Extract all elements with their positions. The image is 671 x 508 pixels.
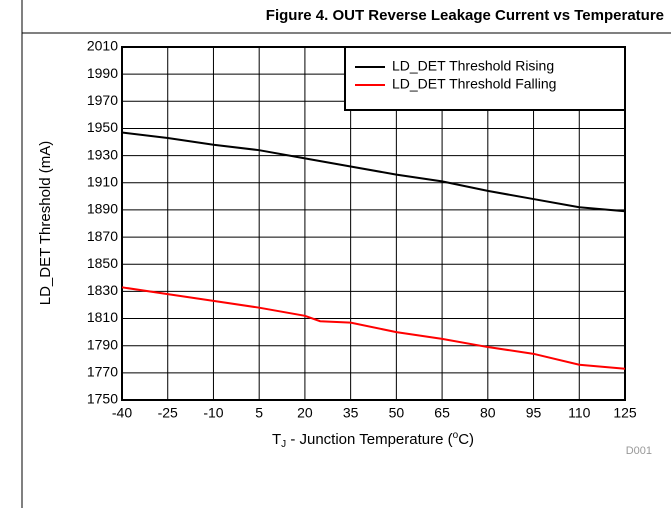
legend-label: LD_DET Threshold Rising — [392, 58, 554, 74]
y-tick-label: 1770 — [87, 364, 118, 380]
legend-label: LD_DET Threshold Falling — [392, 76, 556, 92]
data-line — [121, 131, 626, 213]
figure-code: D001 — [626, 445, 652, 457]
y-tick-label: 1870 — [87, 228, 118, 244]
y-tick-label: 1930 — [87, 146, 118, 162]
x-tick-label: 110 — [568, 405, 591, 421]
chart-title: Figure 4. OUT Reverse Leakage Current vs… — [266, 7, 664, 24]
x-tick-label: 50 — [389, 405, 405, 421]
x-label-part: C) — [458, 431, 474, 448]
y-tick-label: 1830 — [87, 282, 118, 298]
y-axis-label: LD_DET Threshold (mA) — [37, 141, 54, 306]
y-tick-label: 1790 — [87, 336, 118, 352]
x-tick-label: 35 — [343, 405, 359, 421]
legend-box — [344, 46, 626, 111]
x-label-sub: J — [281, 439, 286, 450]
y-tick-label: 1970 — [87, 92, 118, 108]
y-tick-label: 1950 — [87, 119, 118, 135]
x-label-part: - Junction Temperature ( — [286, 431, 452, 448]
x-tick-label: 80 — [480, 405, 496, 421]
y-tick-label: 1850 — [87, 255, 118, 271]
y-tick-label: 1910 — [87, 173, 118, 189]
x-tick-label: -25 — [158, 405, 178, 421]
x-tick-label: 20 — [297, 405, 313, 421]
x-axis-label: TJ - Junction Temperature (oC) — [272, 430, 474, 450]
y-tick-label: 1890 — [87, 201, 118, 217]
x-tick-label: -10 — [203, 405, 223, 421]
x-label-part: T — [272, 431, 281, 448]
x-tick-label: 125 — [613, 405, 637, 421]
y-tick-label: 1810 — [87, 309, 118, 325]
x-tick-label: -40 — [112, 405, 132, 421]
y-tick-label: 2010 — [87, 38, 118, 54]
y-tick-label: 1750 — [87, 391, 118, 407]
y-tick-label: 1990 — [87, 65, 118, 81]
x-label-sup: o — [453, 430, 459, 441]
x-tick-label: 5 — [255, 405, 263, 421]
x-tick-label: 65 — [434, 405, 450, 421]
data-line — [121, 286, 626, 370]
x-tick-label: 95 — [526, 405, 542, 421]
